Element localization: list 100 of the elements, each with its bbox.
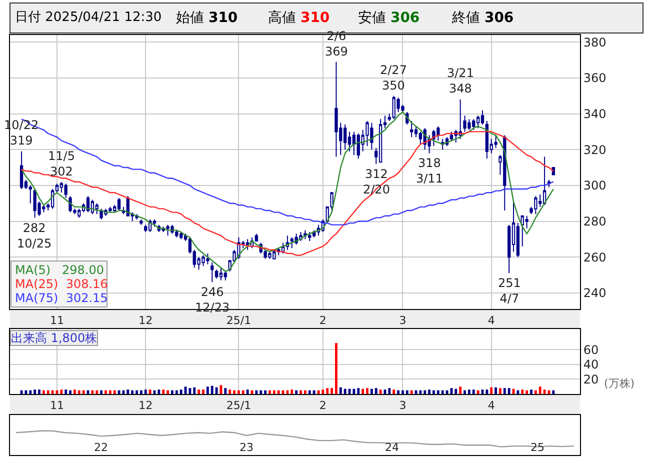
bar <box>534 390 537 394</box>
y-tick-label: 20 <box>583 372 599 386</box>
bar <box>268 390 271 394</box>
bar <box>175 390 178 394</box>
bar <box>228 390 232 394</box>
y-tick-label: 340 <box>583 107 606 121</box>
bar <box>290 390 294 394</box>
bar <box>424 390 426 394</box>
text: 終値 306 <box>451 10 514 26</box>
bar <box>521 390 524 394</box>
y-tick-label: 320 <box>583 142 606 157</box>
bar <box>118 390 120 394</box>
annotation: 3/21 348 <box>447 66 474 96</box>
bar <box>108 390 112 394</box>
bar <box>237 390 240 394</box>
annotation: 282 10/25 <box>17 221 52 251</box>
annotation: 出来高 1,800株 <box>11 331 98 345</box>
bar <box>69 390 72 394</box>
bar <box>38 390 40 394</box>
x-tick-label: 12 <box>138 399 153 412</box>
bar <box>272 390 276 394</box>
x-tick-label: 2 <box>319 314 326 328</box>
bar <box>450 388 453 394</box>
bar <box>370 388 373 394</box>
bar <box>543 390 546 394</box>
bar <box>388 388 391 394</box>
bar <box>300 390 302 394</box>
bar <box>441 390 444 394</box>
bar <box>82 390 85 394</box>
bar <box>193 387 196 394</box>
text: 日付 2025/04/21 12:30 <box>15 10 162 25</box>
y-tick-label: 280 <box>583 214 606 228</box>
bar <box>198 390 200 394</box>
bar <box>552 390 555 394</box>
y-tick-label: 360 <box>583 71 606 86</box>
candlestick <box>20 150 24 190</box>
candlestick <box>95 202 98 215</box>
bar <box>503 388 506 394</box>
bar <box>140 390 142 394</box>
bar <box>158 390 160 394</box>
x-tick-label: 23 <box>239 441 254 454</box>
bar <box>352 388 356 394</box>
annotation: 318 3/11 <box>416 156 443 186</box>
bar <box>419 390 422 394</box>
bar <box>454 388 458 394</box>
bar <box>260 390 262 394</box>
candlestick <box>334 61 338 158</box>
bar <box>64 390 68 394</box>
candlestick <box>480 110 484 126</box>
bar <box>476 390 480 394</box>
y-tick-label: 240 <box>583 286 606 300</box>
bar <box>246 390 249 394</box>
bar <box>42 390 45 394</box>
bar <box>326 388 329 394</box>
bar <box>410 390 413 394</box>
annotation: 251 4/7 <box>498 276 521 306</box>
bar <box>335 343 338 394</box>
candlestick <box>410 120 414 138</box>
candlestick <box>210 262 214 283</box>
bar <box>486 390 488 394</box>
bar <box>436 390 440 394</box>
bar <box>530 390 532 394</box>
x-tick-label: 25/1 <box>226 399 252 412</box>
x-tick-label: 11 <box>50 399 64 412</box>
bar <box>459 386 462 394</box>
text: MA(25) 308.16 <box>15 277 108 291</box>
x-tick-label: 4 <box>488 314 495 328</box>
candlestick <box>64 183 68 198</box>
x-tick-label: 24 <box>385 441 400 454</box>
bar <box>304 390 306 394</box>
bar <box>202 390 204 394</box>
bar <box>446 390 448 394</box>
candlestick <box>378 118 382 163</box>
y-tick-label: 40 <box>583 358 599 372</box>
bar <box>136 390 138 394</box>
bar <box>104 390 107 394</box>
bar <box>468 390 470 394</box>
bar <box>516 390 520 394</box>
bar <box>29 390 32 394</box>
bar <box>206 386 209 394</box>
bar <box>406 390 408 394</box>
bar <box>233 390 236 394</box>
text: MA(5) 298.00 <box>15 263 104 277</box>
bar <box>357 388 360 394</box>
bar <box>344 388 346 394</box>
bar <box>78 390 80 394</box>
bar <box>60 390 63 394</box>
bar <box>322 390 324 394</box>
bar <box>499 388 502 394</box>
bar <box>428 390 431 394</box>
y-tick-label: 260 <box>583 250 606 264</box>
bar <box>494 387 497 394</box>
x-tick-label: 25 <box>530 441 545 454</box>
text: 始値 310 <box>176 10 238 26</box>
x-tick-label: 3 <box>399 399 406 412</box>
text: 安値 306 <box>358 10 420 26</box>
bar <box>166 390 170 394</box>
bar <box>362 388 364 394</box>
bar <box>432 390 435 394</box>
bar <box>490 387 493 394</box>
